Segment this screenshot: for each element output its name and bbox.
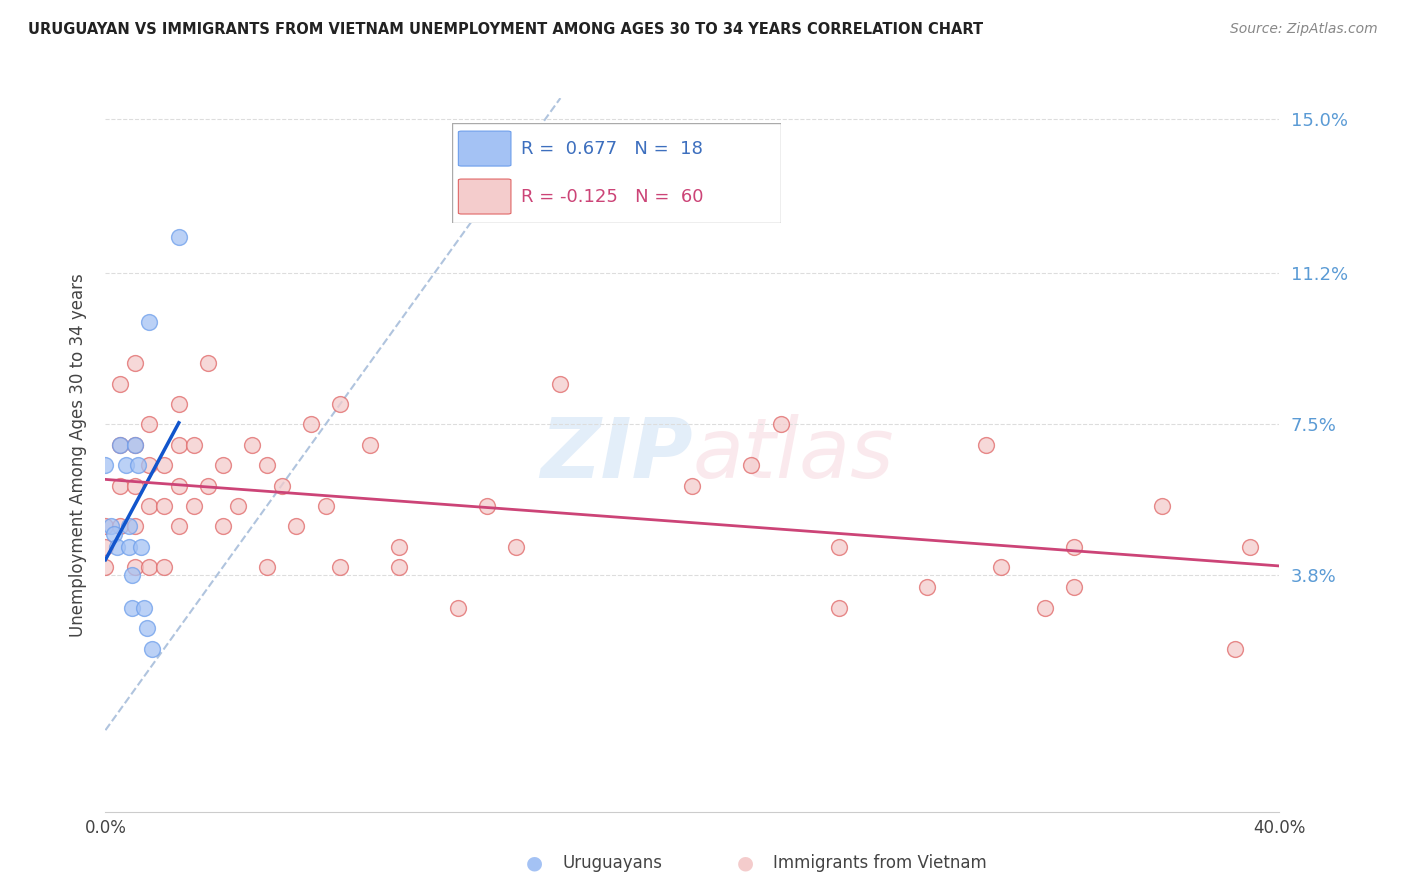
Point [124,438,146,452]
Point [183,499,205,513]
Point [127,458,149,472]
Point [388,560,411,574]
Point [446,600,468,615]
Text: atlas: atlas [692,415,894,495]
Point [974,438,997,452]
Point [108,519,131,533]
Text: URUGUAYAN VS IMMIGRANTS FROM VIETNAM UNEMPLOYMENT AMONG AGES 30 TO 34 YEARS CORR: URUGUAYAN VS IMMIGRANTS FROM VIETNAM UNE… [28,22,983,37]
Point [1063,581,1085,595]
Point [167,478,190,492]
Point [299,417,322,432]
Point [197,356,219,370]
Point [153,560,176,574]
Point [135,621,157,635]
Point [1063,540,1085,554]
Point [118,519,141,533]
Text: ●: ● [737,854,754,873]
Point [211,458,233,472]
Point [115,458,138,472]
Point [138,499,160,513]
Point [103,527,125,541]
Point [108,478,131,492]
Text: Uruguayans: Uruguayans [562,855,662,872]
Point [132,600,155,615]
Point [329,560,352,574]
Point [167,519,190,533]
Text: R =  0.677   N =  18: R = 0.677 N = 18 [520,139,703,158]
FancyBboxPatch shape [451,123,780,223]
Point [121,568,143,582]
Point [94,458,117,472]
Point [388,540,411,554]
Point [183,438,205,452]
Point [270,478,292,492]
Point [828,600,851,615]
Point [167,229,190,244]
Point [138,560,160,574]
Point [550,376,572,391]
Point [167,397,190,411]
Point [167,438,190,452]
Point [740,458,762,472]
Point [1033,600,1056,615]
Point [108,438,131,452]
Point [769,417,792,432]
Text: ●: ● [526,854,543,873]
FancyBboxPatch shape [458,131,510,166]
Point [990,560,1012,574]
Point [256,458,278,472]
Point [1150,499,1173,513]
Point [129,540,152,554]
Point [256,560,278,574]
Point [138,458,160,472]
Point [211,519,233,533]
Point [94,540,117,554]
Point [94,519,117,533]
Point [138,315,160,329]
Point [153,499,176,513]
Point [100,519,122,533]
Point [1225,641,1247,656]
Text: ZIP: ZIP [540,415,692,495]
Point [285,519,308,533]
Point [917,581,939,595]
Point [124,438,146,452]
Point [124,478,146,492]
Point [124,519,146,533]
Point [124,356,146,370]
Point [682,478,704,492]
Point [118,540,141,554]
Point [108,438,131,452]
Point [94,560,117,574]
Point [329,397,352,411]
Point [108,376,131,391]
Text: Immigrants from Vietnam: Immigrants from Vietnam [773,855,987,872]
Point [121,600,143,615]
Point [197,478,219,492]
Point [138,417,160,432]
Point [124,560,146,574]
Point [1239,540,1261,554]
Point [240,438,263,452]
Point [141,641,163,656]
Point [359,438,381,452]
Text: R = -0.125   N =  60: R = -0.125 N = 60 [520,187,703,205]
Point [105,540,128,554]
Point [153,458,176,472]
Text: Source: ZipAtlas.com: Source: ZipAtlas.com [1230,22,1378,37]
Point [315,499,337,513]
Y-axis label: Unemployment Among Ages 30 to 34 years: Unemployment Among Ages 30 to 34 years [69,273,87,637]
Point [505,540,527,554]
Point [226,499,249,513]
FancyBboxPatch shape [458,179,510,214]
Point [828,540,851,554]
Point [475,499,498,513]
